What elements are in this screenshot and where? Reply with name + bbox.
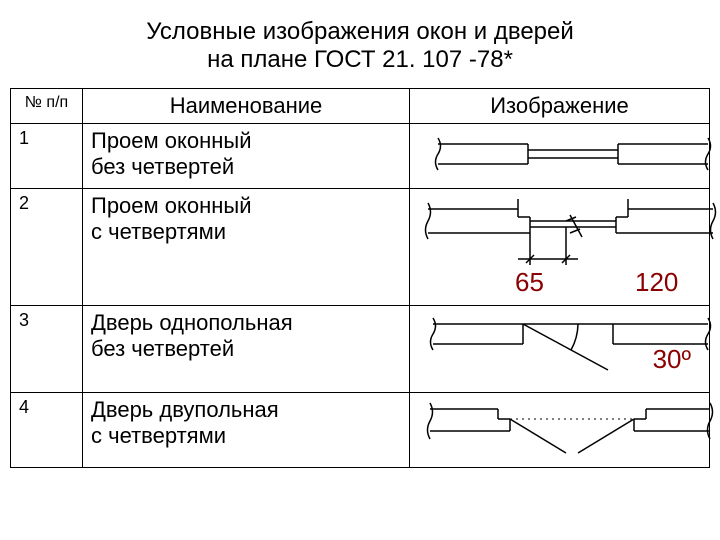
row-image [410, 393, 710, 468]
row-name: Дверь однопольнаябез четвертей [83, 306, 410, 393]
header-img: Изображение [410, 89, 710, 124]
row-image: 65 120 [410, 189, 710, 306]
title-line-2: на плане ГОСТ 21. 107 -78* [207, 46, 513, 73]
row-name: Проем оконныйс четвертями [83, 189, 410, 306]
table-row: 3 Дверь однопольнаябез четвертей [11, 306, 710, 393]
row-name: Дверь двупольнаяс четвертями [83, 393, 410, 468]
window-no-quarter-icon [418, 128, 718, 184]
row-num: 1 [11, 124, 83, 189]
dim-65: 65 [515, 267, 544, 298]
header-row: № п/п Наименование Изображение [11, 89, 710, 124]
door-double-icon [418, 397, 718, 463]
header-num: № п/п [11, 89, 83, 124]
row-image: 30º [410, 306, 710, 393]
table-row: 2 Проем оконныйс четвертями [11, 189, 710, 306]
row-num: 3 [11, 306, 83, 393]
dim-120: 120 [635, 267, 678, 298]
table-row: 4 Дверь двупольнаяс четвертями [11, 393, 710, 468]
row-name: Проем оконныйбез четвертей [83, 124, 410, 189]
page-title: Условные изображения окон и дверей на пл… [10, 18, 710, 74]
row-num: 2 [11, 189, 83, 306]
row-num: 4 [11, 393, 83, 468]
table-row: 1 Проем оконныйбез четвертей [11, 124, 710, 189]
title-line-1: Условные изображения окон и дверей [146, 18, 574, 45]
angle-30: 30º [653, 344, 691, 375]
row-image [410, 124, 710, 189]
header-name: Наименование [83, 89, 410, 124]
symbols-table: № п/п Наименование Изображение 1 Проем о… [10, 88, 710, 468]
